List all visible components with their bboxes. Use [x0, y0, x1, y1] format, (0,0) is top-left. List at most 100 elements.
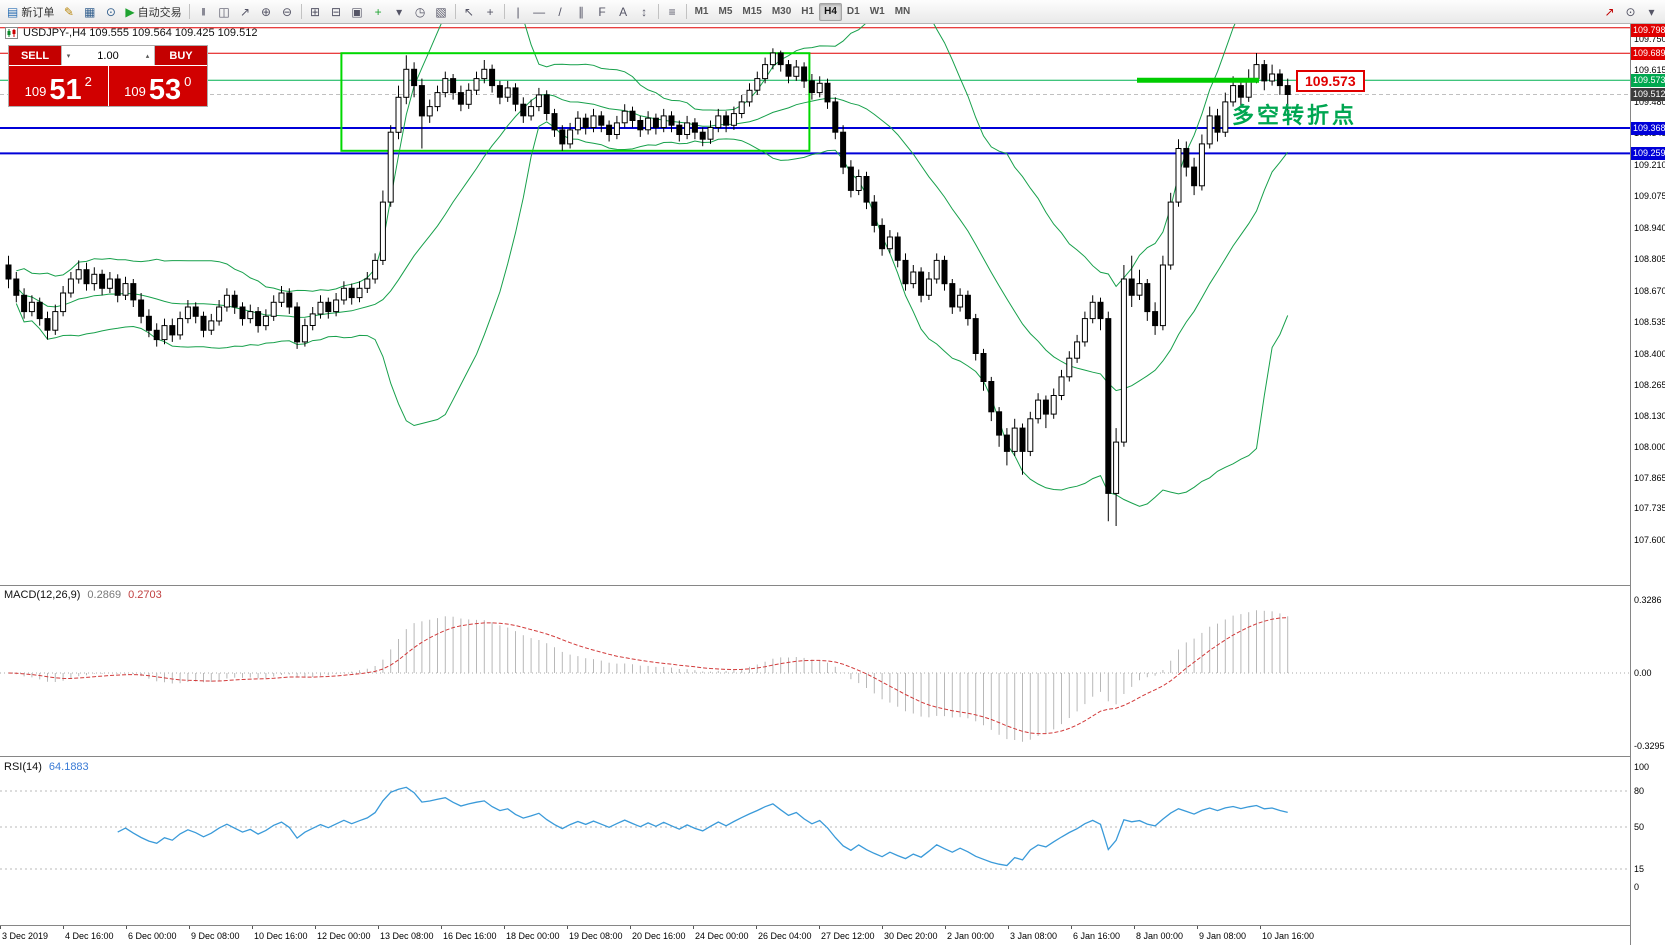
metaeditor-button[interactable]: ✎	[58, 2, 79, 22]
candles-chart-button[interactable]: ◫	[214, 2, 235, 22]
arrange-windows-icon: ▣	[351, 4, 363, 19]
time-tick	[441, 926, 442, 929]
macd-panel-separator[interactable]	[0, 585, 1665, 586]
price-callout-label: 109.573	[1296, 70, 1365, 92]
cascade-windows-icon: ⊟	[331, 4, 342, 19]
period-button[interactable]: ◷	[410, 2, 431, 22]
profiles-button[interactable]: ▾	[389, 2, 410, 22]
volume-up-icon[interactable]: ▴	[145, 52, 150, 60]
market-watch-button[interactable]: ▦	[79, 2, 100, 22]
symbol-search-button[interactable]: ⊙	[1620, 2, 1641, 22]
macd-axis-label: 0.00	[1634, 668, 1652, 678]
price-tick: 107.865	[1634, 473, 1665, 484]
time-tick	[567, 926, 568, 929]
sell-button[interactable]: SELL	[9, 46, 61, 65]
timeframe-m30-button[interactable]: M30	[771, 6, 792, 17]
templates-button[interactable]: ▧	[431, 2, 452, 22]
volume-down-icon[interactable]: ▾	[66, 52, 71, 60]
text-label-button[interactable]: A	[613, 2, 634, 22]
channel-button[interactable]: ∥	[571, 2, 592, 22]
time-label: 6 Dec 00:00	[128, 931, 177, 941]
rsi-panel-canvas[interactable]	[0, 758, 1630, 924]
price-tick: 109.210	[1634, 159, 1665, 170]
price-line-badge: 109.368	[1631, 122, 1665, 135]
trendline-button[interactable]: /	[550, 2, 571, 22]
metaeditor-icon: ✎	[63, 4, 74, 19]
indicators-button[interactable]: ≡	[662, 2, 683, 22]
timeframe-m5-button[interactable]: M5	[718, 6, 733, 17]
crosshair-icon: +	[486, 4, 494, 19]
volume-input[interactable]: 1.00	[97, 49, 119, 62]
main-chart-canvas[interactable]	[0, 24, 1630, 585]
toolbar-right-group: ↗ ⊙ ▾	[1599, 2, 1662, 22]
time-tick	[1134, 926, 1135, 929]
cursor-button[interactable]: ↖	[459, 2, 480, 22]
tile-windows-button[interactable]: ⊞	[305, 2, 326, 22]
quotes-chart-button[interactable]: ↗	[1599, 2, 1620, 22]
horizontal-line-button[interactable]: —	[529, 2, 550, 22]
time-label: 19 Dec 08:00	[569, 931, 623, 941]
line-chart-icon: ↗	[240, 4, 251, 19]
help-button[interactable]: ⊙	[100, 2, 121, 22]
zoom-in-button[interactable]: ⊕	[256, 2, 277, 22]
toolbar-separator	[300, 4, 302, 19]
new-chart-button[interactable]: +	[368, 2, 389, 22]
ask-pip-digit: 0	[184, 74, 192, 89]
price-tick: 108.940	[1634, 222, 1665, 233]
ask-price-button[interactable]: 109 53 0	[108, 66, 207, 106]
timeframe-m1-button[interactable]: M1	[694, 6, 709, 17]
new-chart-icon: +	[374, 4, 382, 19]
bars-chart-button[interactable]: |||	[193, 2, 214, 22]
fibonacci-button[interactable]: F	[592, 2, 613, 22]
market-watch-icon: ▦	[84, 4, 96, 19]
timeframe-m15-button[interactable]: M15	[742, 6, 762, 17]
zoom-out-button[interactable]: ⊖	[277, 2, 298, 22]
toolbar-separator	[657, 4, 659, 19]
toolbar-more-icon: ▾	[1648, 4, 1655, 19]
macd-panel-canvas[interactable]	[0, 587, 1630, 755]
arrows-button[interactable]: ↕	[634, 2, 655, 22]
toolbar-separator	[454, 4, 456, 19]
cascade-windows-button[interactable]: ⊟	[326, 2, 347, 22]
toolbar-more-button[interactable]: ▾	[1641, 2, 1662, 22]
time-tick	[1071, 926, 1072, 929]
time-tick	[252, 926, 253, 929]
rsi-axis-label: 80	[1634, 786, 1645, 796]
time-label: 10 Jan 16:00	[1262, 931, 1315, 941]
vertical-line-icon: |	[516, 4, 520, 19]
time-label: 20 Dec 16:00	[632, 931, 686, 941]
autotrading-button[interactable]: ▶ 自动交易	[121, 2, 185, 22]
trade-panel-price-row: 109 51 2 109 53 0	[9, 65, 207, 106]
price-axis[interactable]: 109.750109.615109.480109.345109.210109.0…	[1630, 24, 1665, 945]
bid-price-button[interactable]: 109 51 2	[9, 66, 108, 106]
buy-button[interactable]: BUY	[155, 46, 207, 65]
macd-signal-line	[8, 617, 1288, 735]
macd-main-value: 0.2869	[87, 589, 122, 601]
crosshair-button[interactable]: +	[480, 2, 501, 22]
time-tick	[1197, 926, 1198, 929]
ask-prefix: 109	[124, 84, 146, 99]
bid-pip-digit: 2	[84, 74, 92, 89]
time-tick	[945, 926, 946, 929]
rsi-axis-label: 50	[1634, 822, 1645, 832]
profiles-icon: ▾	[396, 4, 403, 19]
new-order-button[interactable]: ▤ 新订单	[3, 2, 58, 22]
fibonacci-icon: F	[598, 4, 606, 19]
timeframe-mn-button[interactable]: MN	[894, 6, 911, 17]
time-axis[interactable]: 3 Dec 2019 4 Dec 16:00 6 Dec 00:00 9 Dec 08…	[0, 926, 1630, 945]
timeframe-d1-button[interactable]: D1	[846, 6, 860, 17]
price-level-lines	[0, 27, 1630, 155]
range-rectangle	[340, 52, 811, 152]
bid-big-digits: 51	[49, 74, 82, 107]
price-line-badge: 109.689	[1631, 47, 1665, 61]
timeframe-h1-button[interactable]: H1	[801, 6, 815, 17]
price-tick: 108.000	[1634, 441, 1665, 452]
symbol-search-icon: ⊙	[1625, 4, 1636, 19]
line-chart-button[interactable]: ↗	[235, 2, 256, 22]
rsi-panel-separator[interactable]	[0, 756, 1665, 757]
text-label-icon: A	[619, 4, 628, 19]
timeframe-w1-button[interactable]: W1	[869, 6, 885, 17]
vertical-line-button[interactable]: |	[508, 2, 529, 22]
arrange-windows-button[interactable]: ▣	[347, 2, 368, 22]
timeframe-h4-button[interactable]: H4	[819, 2, 842, 21]
